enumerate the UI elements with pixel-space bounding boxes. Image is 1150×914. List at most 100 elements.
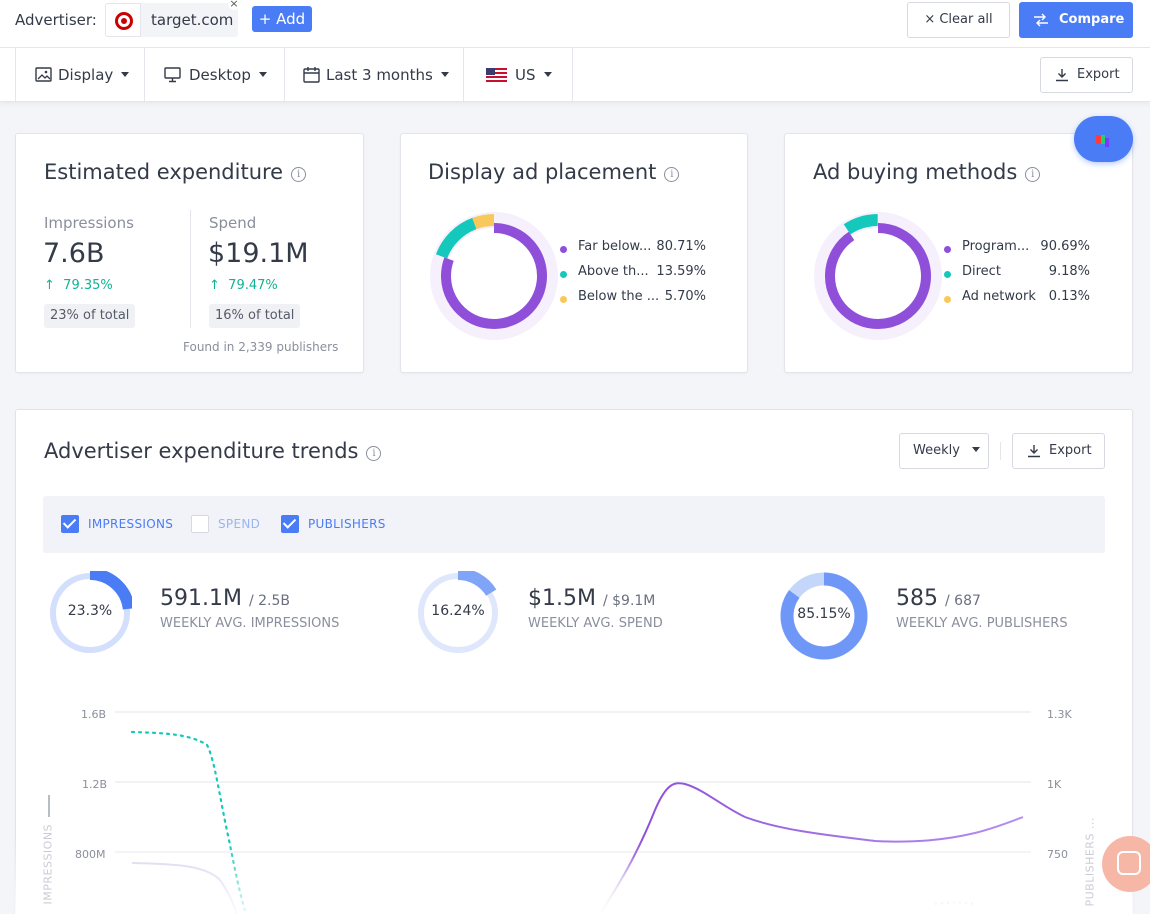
chevron-down-icon — [543, 72, 552, 77]
trends-export-button[interactable]: Export — [1012, 433, 1105, 469]
info-icon[interactable]: i — [291, 167, 307, 182]
legend-dot — [560, 296, 567, 303]
granularity-dropdown[interactable]: Weekly — [899, 433, 989, 469]
info-icon[interactable]: i — [1025, 167, 1041, 182]
y-left-tick: 1.2B — [82, 778, 108, 791]
calendar-icon — [303, 67, 320, 83]
impressions-change: ↑ 79.35% — [44, 278, 113, 293]
period-value: Last 3 months — [326, 66, 433, 84]
impressions-series-line — [130, 730, 247, 912]
donut-track — [814, 212, 942, 340]
y-right-tick: 1.3K — [1047, 708, 1072, 721]
legend-item[interactable]: Far below... 80.71% — [560, 239, 706, 264]
donut-slice[interactable] — [825, 223, 931, 329]
donut-slice[interactable] — [843, 214, 878, 235]
legend-label: Direct — [962, 264, 1001, 279]
legend-value: 13.59% — [656, 264, 706, 279]
legend-item[interactable]: Below the ... 5.70% — [560, 289, 706, 314]
legend-item[interactable]: Above th... 13.59% — [560, 264, 706, 289]
period-dropdown[interactable]: Last 3 months — [284, 48, 464, 102]
legend-value: 0.13% — [1048, 289, 1090, 304]
spend-share-percent: 16.24% — [431, 603, 485, 619]
chat-icon — [1117, 851, 1141, 875]
legend-dot — [944, 246, 951, 253]
y-left-axis-label: IMPRESSIONS — [41, 823, 55, 905]
weekly-avg-spend: $1.5M / $9.1M — [528, 586, 656, 611]
donut-slice[interactable] — [435, 217, 477, 259]
device-value: Desktop — [189, 66, 251, 84]
impressions-toggle-label[interactable]: IMPRESSIONS — [88, 517, 174, 531]
ad-buying-methods-card: Ad buying methods i Program... 90.69% Direc… — [784, 133, 1133, 373]
y-left-tick: 1.6B — [81, 708, 107, 721]
country-value: US — [515, 66, 536, 84]
compare-button[interactable]: Compare — [1019, 2, 1133, 38]
us-flag-icon — [486, 68, 507, 82]
impressions-checkbox[interactable] — [61, 515, 79, 533]
publishers-toggle-label[interactable]: PUBLISHERS — [308, 517, 386, 531]
divider — [1000, 442, 1001, 460]
widget-icon — [1096, 132, 1110, 147]
impressions-legend-swatch — [48, 795, 50, 817]
chevron-down-icon — [440, 72, 449, 77]
publishers-found-text: Found in 2,339 publishers — [183, 340, 339, 354]
spend-checkbox[interactable] — [191, 515, 209, 533]
legend-label: Far below... — [578, 239, 652, 254]
chevron-down-icon — [971, 447, 980, 452]
info-icon[interactable]: i — [664, 167, 680, 182]
add-advertiser-button[interactable]: + Add — [252, 6, 312, 32]
device-dropdown[interactable]: Desktop — [144, 48, 285, 102]
spend-toggle-label[interactable]: SPEND — [218, 517, 261, 531]
legend-item[interactable]: Direct 9.18% — [944, 264, 1090, 289]
buying-methods-legend: Program... 90.69% Direct 9.18% Ad network 0.1… — [944, 239, 1090, 314]
legend-value: 5.70% — [664, 289, 706, 304]
publishers-checkbox[interactable] — [281, 515, 299, 533]
compare-icon — [1034, 13, 1048, 27]
card-title: Advertiser expenditure trends i — [44, 439, 382, 463]
remove-advertiser-icon[interactable]: × — [228, 0, 240, 10]
weekly-avg-publishers-caption: WEEKLY AVG. PUBLISHERS — [896, 616, 1068, 631]
weekly-avg-impressions: 591.1M / 2.5B — [160, 586, 291, 611]
compare-label: Compare — [1059, 12, 1125, 27]
chevron-down-icon — [121, 72, 130, 77]
impressions-share-ring — [50, 571, 132, 653]
ad-type-dropdown[interactable]: Display — [15, 48, 145, 102]
arrow-up-icon: ↑ — [44, 278, 55, 293]
legend-label: Above th... — [578, 264, 649, 279]
filter-bar: Display Desktop Last 3 months US — [0, 48, 1150, 102]
donut-slice[interactable] — [472, 214, 495, 230]
y-left-tick: 800M — [75, 848, 106, 861]
card-title: Display ad placement i — [428, 160, 680, 184]
advertiser-chip[interactable]: target.com × — [105, 0, 240, 37]
spend-value: $19.1M — [208, 238, 309, 269]
impressions-share-badge: 23% of total — [44, 304, 136, 328]
export-label: Export — [1049, 443, 1092, 458]
legend-label: Below the ... — [578, 289, 660, 304]
impressions-label: Impressions — [44, 214, 134, 232]
info-icon[interactable]: i — [366, 446, 382, 461]
widget-button[interactable] — [1074, 116, 1133, 162]
legend-label: Program... — [962, 239, 1030, 254]
spend-label: Spend — [209, 214, 257, 232]
y-right-tick: 1K — [1047, 778, 1062, 791]
ad-type-value: Display — [58, 66, 114, 84]
legend-item[interactable]: Program... 90.69% — [944, 239, 1090, 264]
donut-slice[interactable] — [441, 223, 547, 329]
chevron-down-icon — [258, 72, 267, 77]
ring-progress — [780, 572, 868, 660]
country-dropdown[interactable]: US — [463, 48, 573, 102]
weekly-avg-spend-caption: WEEKLY AVG. SPEND — [528, 616, 663, 631]
advertiser-label: Advertiser: — [15, 11, 97, 29]
legend-label: Ad network — [962, 289, 1036, 304]
legend-item[interactable]: Ad network 0.13% — [944, 289, 1090, 314]
chat-launcher-button[interactable] — [1102, 836, 1150, 892]
card-title: Ad buying methods i — [813, 160, 1041, 184]
download-icon — [1028, 445, 1040, 458]
legend-value: 80.71% — [656, 239, 706, 254]
metric-toggle-bar: IMPRESSIONS SPEND PUBLISHERS — [43, 496, 1105, 553]
spend-change: ↑ 79.47% — [209, 278, 278, 293]
publishers-share-percent: 85.15% — [797, 606, 851, 622]
legend-dot — [944, 296, 951, 303]
export-button[interactable]: Export — [1040, 57, 1133, 93]
clear-all-button[interactable]: × Clear all — [907, 2, 1010, 38]
weekly-avg-impressions-caption: WEEKLY AVG. IMPRESSIONS — [160, 616, 340, 631]
